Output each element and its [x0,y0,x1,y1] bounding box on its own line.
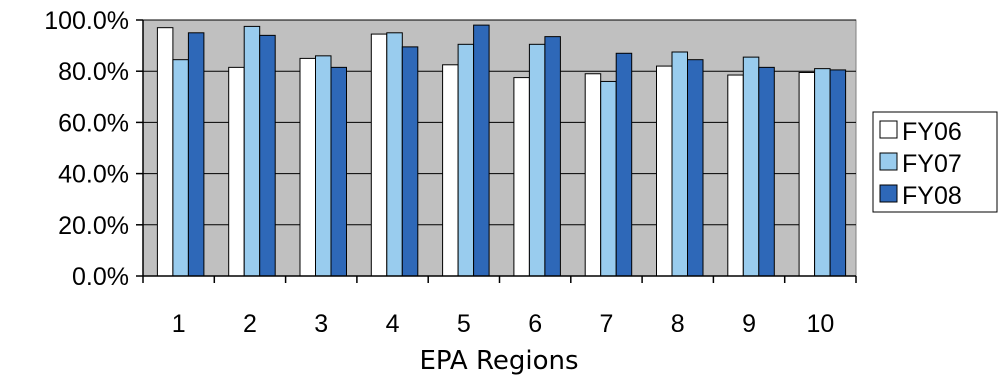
bar-fy07-region-5 [457,43,475,277]
bar-fy08-region-3 [330,66,347,277]
bar-fy06-region-4 [370,33,388,277]
x-tick-label: 7 [599,310,613,338]
bar-fy07-region-7 [600,80,617,277]
bar-fy07-region-1 [172,59,189,277]
x-tick-label: 6 [528,310,542,338]
bar-fy06-region-5 [442,64,459,277]
y-tick-label: 40.0% [58,161,129,189]
bar-fy08-region-9 [758,66,775,277]
bar-fy06-region-10 [798,71,816,277]
x-tick-label: 5 [457,310,471,338]
y-tick-label: 100.0% [44,7,129,35]
bar-fy07-region-4 [386,32,403,277]
x-tick-label: 1 [172,310,186,338]
bar-fy08-region-6 [544,36,561,277]
bar-fy08-region-2 [259,34,276,277]
bar-fy07-region-2 [243,25,261,277]
bar-fy06-region-3 [299,57,316,277]
y-tick-label: 80.0% [58,58,129,86]
bar-fy06-region-6 [513,77,530,277]
bar-fy07-region-9 [742,56,760,277]
bar-fy08-region-4 [401,46,419,277]
bar-fy08-region-10 [829,69,847,277]
x-tick-label: 3 [314,310,328,338]
y-tick-label: 0.0% [72,263,129,291]
x-axis-ticks: 1 2 3 4 5 6 7 8 9 10 [142,276,857,338]
bar-fy08-region-8 [687,59,704,277]
x-tick-label: 8 [671,310,685,338]
bars [156,24,847,277]
y-tick-label: 20.0% [58,212,129,240]
x-tick-label: 9 [742,310,756,338]
y-tick-label: 60.0% [58,109,129,137]
x-tick-label: 4 [386,310,400,338]
x-tick-label: 10 [806,310,834,338]
legend-label-fy08: FY08 [902,182,962,210]
x-tick-label: 2 [243,310,257,338]
bar-fy07-region-6 [528,43,546,277]
legend-swatch-fy08 [879,184,898,203]
legend: FY06 FY07 FY08 [872,111,998,213]
bar-fy06-region-9 [727,74,744,277]
x-axis-label: EPA Regions [419,346,578,376]
bar-fy06-region-8 [656,65,673,277]
legend-label-fy07: FY07 [902,150,962,178]
bar-fy08-region-7 [615,52,633,277]
bar-fy07-region-3 [315,55,332,277]
bar-fy07-region-8 [671,51,688,277]
bar-fy08-region-1 [187,32,205,277]
bar-fy08-region-5 [473,24,490,277]
legend-label-fy06: FY06 [902,118,962,146]
bar-fy06-region-2 [228,66,245,277]
bar-fy06-region-7 [584,73,602,277]
legend-swatch-fy06 [879,120,898,139]
legend-swatch-fy07 [879,152,898,171]
bar-fy07-region-10 [814,68,831,277]
y-axis-ticks: 0.0% 20.0% 40.0% 60.0% 80.0% 100.0% [44,7,143,291]
bar-fy06-region-1 [156,27,174,277]
